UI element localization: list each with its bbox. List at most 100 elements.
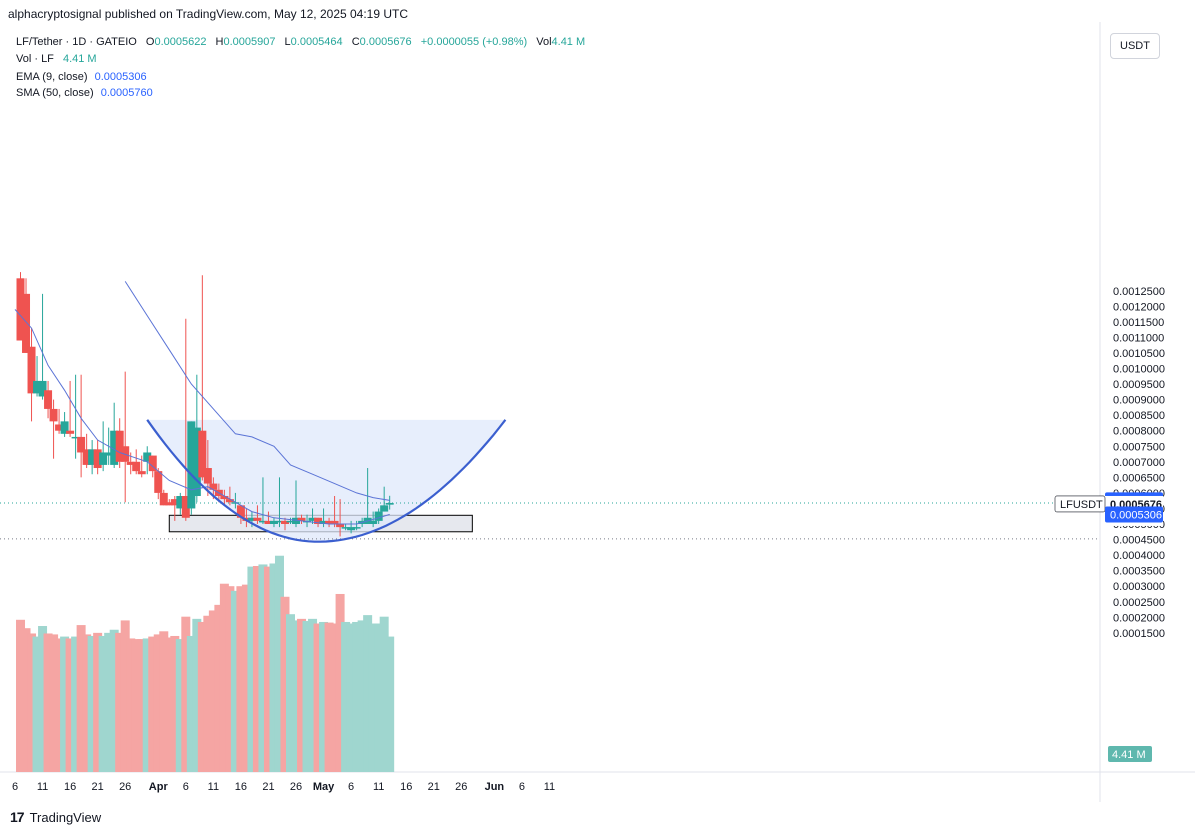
time-axis-label: 6	[348, 781, 354, 793]
close-label: C	[351, 36, 360, 48]
candle	[110, 402, 119, 469]
volume-bar	[109, 629, 119, 772]
volume-bar	[186, 635, 196, 772]
candle	[165, 499, 174, 506]
candle-body	[16, 278, 25, 341]
candle-body	[165, 502, 174, 506]
volume-bar	[236, 586, 246, 772]
price-axis-label: 0.0002000	[1113, 612, 1165, 624]
candle-body	[374, 511, 383, 521]
volume-bar	[137, 639, 147, 772]
high-value: 0.0005907	[223, 36, 276, 48]
price-axis-label: 0.0007000	[1113, 457, 1165, 469]
volume-bar	[153, 634, 163, 772]
volume-bar	[297, 618, 307, 772]
time-axis-label: May	[313, 781, 335, 793]
candle-body	[336, 524, 345, 528]
candle-body	[60, 421, 69, 434]
volume-indicator-legend[interactable]: Vol · LF 4.41 M	[16, 53, 97, 65]
volume-bar	[357, 620, 367, 772]
price-axis-label: 0.0008000	[1113, 426, 1165, 438]
volume-bar	[21, 628, 31, 772]
candle	[308, 508, 317, 524]
candle-body	[269, 520, 278, 524]
sma-line	[124, 281, 390, 501]
volume-bar	[71, 636, 81, 772]
price-axis-label: 0.0009000	[1113, 395, 1165, 407]
open-label: O	[145, 36, 155, 48]
price-axis-label: 0.0003500	[1113, 566, 1165, 578]
candle	[385, 495, 394, 510]
time-axis-label: 6	[519, 781, 525, 793]
candle	[170, 496, 179, 521]
time-axis-label: 11	[37, 781, 48, 793]
time-axis-label: 26	[119, 781, 131, 793]
time-axis-label: Apr	[149, 781, 169, 793]
volume-bar	[82, 634, 92, 772]
candle	[71, 374, 80, 459]
time-axis-label: 21	[262, 781, 274, 793]
volume-bar	[170, 635, 180, 772]
candle	[93, 440, 102, 475]
sma-legend[interactable]: SMA (50, close) 0.0005760	[16, 87, 153, 99]
candle-body	[143, 452, 152, 462]
ema-price-tag	[1105, 506, 1163, 523]
volume-bar	[330, 623, 340, 772]
volume-bar	[252, 565, 262, 772]
candle	[269, 517, 278, 528]
candle-body	[110, 430, 119, 465]
cup-pattern-fill	[147, 419, 506, 542]
ema-legend[interactable]: EMA (9, close) 0.0005306	[16, 71, 147, 83]
price-chart[interactable]: 0.0012500 0.0012000 0.0011500 0.0011000 0.00…	[0, 22, 1195, 802]
candle-body	[203, 468, 212, 484]
candle	[297, 514, 306, 524]
volume-bar	[142, 638, 152, 772]
volume-tag	[1108, 746, 1152, 762]
candle-body	[253, 517, 262, 521]
candle-body	[385, 502, 394, 505]
close-value: 0.0005676	[359, 36, 412, 48]
candle-body	[159, 492, 168, 506]
candle	[44, 380, 53, 419]
candle-body	[33, 380, 42, 394]
volume-bar	[274, 555, 284, 772]
price-axis-label: 0.0012000	[1113, 301, 1165, 313]
price-axis-label: 0.0010000	[1113, 364, 1165, 376]
volume-bar	[126, 638, 136, 772]
price-axis-label: 0.0011000	[1113, 332, 1164, 344]
candle-body	[82, 449, 91, 465]
candle-body	[88, 449, 97, 465]
candle	[82, 433, 91, 469]
candle-body	[275, 520, 284, 523]
candle-body	[192, 427, 201, 497]
symbol-title[interactable]: LF/Tether · 1D · GATEIO	[16, 36, 137, 48]
high-label: H	[215, 36, 224, 48]
candle	[286, 517, 295, 524]
price-axis-label: 0.0003000	[1113, 581, 1165, 593]
volume-bar	[363, 615, 373, 772]
candle	[60, 412, 69, 437]
volume-bar	[87, 635, 97, 772]
currency-selector[interactable]: USDT	[1110, 33, 1160, 59]
candle	[258, 477, 267, 524]
volume-bar	[98, 635, 108, 772]
candle	[55, 408, 64, 434]
candle-body	[220, 496, 229, 500]
candle-body	[347, 527, 356, 531]
volume-bar	[291, 620, 301, 772]
volume-bar	[302, 621, 312, 772]
volume-bar	[385, 636, 395, 772]
volume-bar	[43, 633, 53, 772]
volume-bar	[197, 621, 207, 772]
candle	[154, 468, 163, 500]
candle	[253, 505, 262, 524]
time-axis-label: 6	[183, 781, 189, 793]
volume-bar	[38, 626, 48, 772]
candle-body	[55, 424, 64, 431]
candle-body	[369, 520, 378, 524]
ema-line	[14, 309, 390, 525]
volume-tag-text: 4.41 M	[1112, 749, 1146, 761]
candle	[264, 511, 273, 524]
price-axis-label: 0.0010500	[1113, 348, 1165, 360]
volume-bar	[286, 614, 295, 772]
